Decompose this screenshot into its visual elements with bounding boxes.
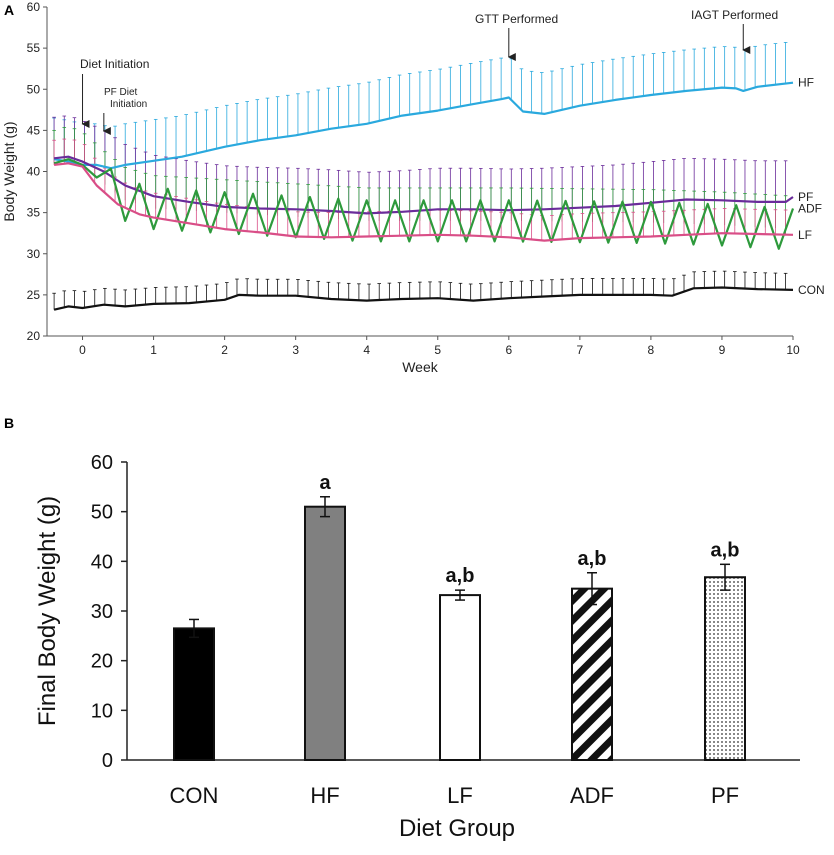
- y-tick-label: 60: [91, 452, 113, 474]
- bar-hf: [304, 505, 346, 762]
- y-tick-label: 55: [27, 41, 41, 55]
- bar-lf: [439, 594, 481, 762]
- y-tick-label: 25: [27, 288, 41, 302]
- panel-b-bar-chart: 0 10 20 30 40 50 60 Final Body Weight (g) Diet G…: [34, 452, 800, 842]
- x-tick-label: 7: [577, 343, 584, 357]
- series-label-hf: HF: [798, 76, 814, 90]
- annotation-gtt: GTT Performed: [475, 12, 558, 26]
- series-line-lf: [53, 162, 794, 242]
- significance-label-pf: a,b: [711, 539, 740, 561]
- error-bars-hf: [52, 42, 788, 168]
- y-tick-label: 20: [27, 329, 41, 343]
- category-label-con: CON: [170, 783, 219, 808]
- category-label-pf: PF: [711, 783, 739, 808]
- x-tick-label: 0: [79, 343, 86, 357]
- y-tick-label: 35: [27, 206, 41, 220]
- y-axis-title: Final Body Weight (g): [34, 496, 61, 726]
- series-label-pf: PF: [798, 190, 813, 204]
- y-tick-label: 50: [27, 82, 41, 96]
- significance-label-lf: a,b: [446, 565, 475, 587]
- x-tick-label: 5: [434, 343, 441, 357]
- annotation-iagt: IAGT Performed: [691, 8, 778, 22]
- series-label-con: CON: [798, 283, 825, 297]
- y-tick-label: 40: [91, 551, 113, 573]
- series-line-adf: [53, 158, 795, 250]
- y-tick-label: 10: [91, 700, 113, 722]
- y-tick-label: 50: [91, 502, 113, 524]
- significance-label-hf: a: [319, 472, 331, 494]
- y-tick-label: 40: [27, 165, 41, 179]
- x-tick-label: 1: [150, 343, 157, 357]
- bar-con: [173, 627, 215, 762]
- x-axis-title: Diet Group: [399, 815, 515, 842]
- y-tick-label: 30: [27, 247, 41, 261]
- panel-label-a: A: [4, 2, 14, 18]
- x-tick-label: 6: [505, 343, 512, 357]
- y-tick-label: 20: [91, 651, 113, 673]
- category-label-lf: LF: [447, 783, 473, 808]
- significance-label-adf: a,b: [578, 548, 607, 570]
- y-tick-label: 30: [91, 601, 113, 623]
- series-line-con: [53, 286, 794, 311]
- annotation-pf-diet-initiation-line1: PF Diet: [104, 87, 138, 98]
- annotation-pf-diet-initiation-line2: Initiation: [110, 99, 147, 110]
- panel-label-b: B: [4, 415, 14, 431]
- x-axis-title: Week: [402, 359, 439, 375]
- error-bars-con: [52, 270, 788, 310]
- series-line-hf: [53, 81, 794, 170]
- y-tick-label: 0: [102, 750, 113, 772]
- series-label-adf: ADF: [798, 202, 822, 216]
- x-tick-label: 9: [719, 343, 726, 357]
- category-label-adf: ADF: [570, 783, 614, 808]
- x-tick-label: 2: [221, 343, 228, 357]
- x-tick-label: 3: [292, 343, 299, 357]
- y-tick-label: 60: [27, 0, 41, 14]
- y-tick-label: 45: [27, 123, 41, 137]
- series-label-lf: LF: [798, 228, 812, 242]
- bar-adf: [571, 587, 613, 762]
- x-tick-label: 4: [363, 343, 370, 357]
- x-tick-label: 10: [786, 343, 800, 357]
- x-tick-label: 8: [648, 343, 655, 357]
- bar-pf: [704, 576, 746, 762]
- series-line-pf: [53, 155, 794, 215]
- y-axis-title: Body Weight (g): [1, 121, 17, 221]
- category-label-hf: HF: [310, 783, 339, 808]
- annotation-diet-initiation: Diet Initiation: [80, 57, 149, 71]
